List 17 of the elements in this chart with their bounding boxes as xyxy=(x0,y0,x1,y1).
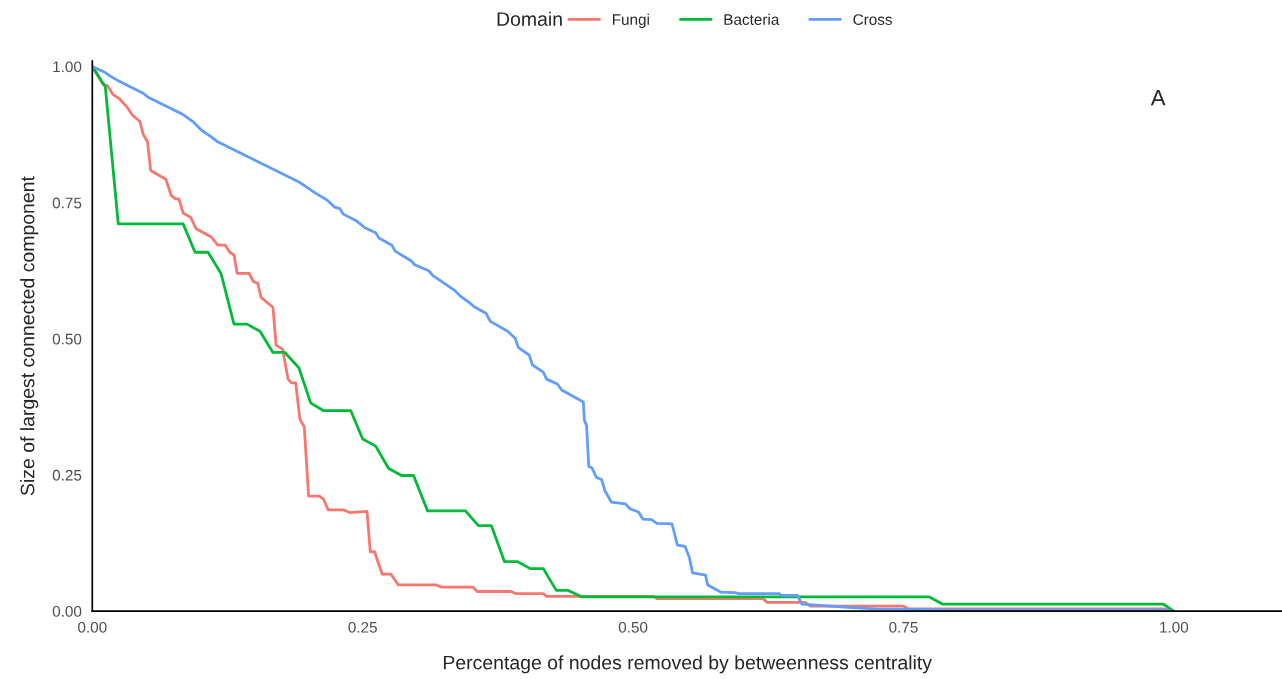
y-tick-label: 0.75 xyxy=(52,197,82,209)
x-tick-label: 0.00 xyxy=(78,621,107,633)
annotation: A xyxy=(1150,90,1166,106)
y-tick-label: 1.00 xyxy=(53,61,82,73)
x-tick-label: 1.00 xyxy=(1160,621,1189,633)
legend-label: Fungi xyxy=(612,13,649,28)
x-tick-label: 0.50 xyxy=(618,621,648,633)
y-tick-label: 0.50 xyxy=(52,333,82,345)
x-tick-label: 0.25 xyxy=(348,621,377,633)
y-tick-label: 0.00 xyxy=(52,605,82,617)
y-axis-title: Size of largest connected component xyxy=(20,176,39,496)
y-tick-label: 0.25 xyxy=(52,469,82,481)
legend-label: Cross xyxy=(853,14,892,25)
x-axis-title: Percentage of nodes removed by betweenness centrality xyxy=(443,655,932,674)
x-tick-label: 0.75 xyxy=(889,621,918,633)
legend-title: Domain xyxy=(497,11,562,26)
legend-label: Bacteria xyxy=(724,13,780,25)
